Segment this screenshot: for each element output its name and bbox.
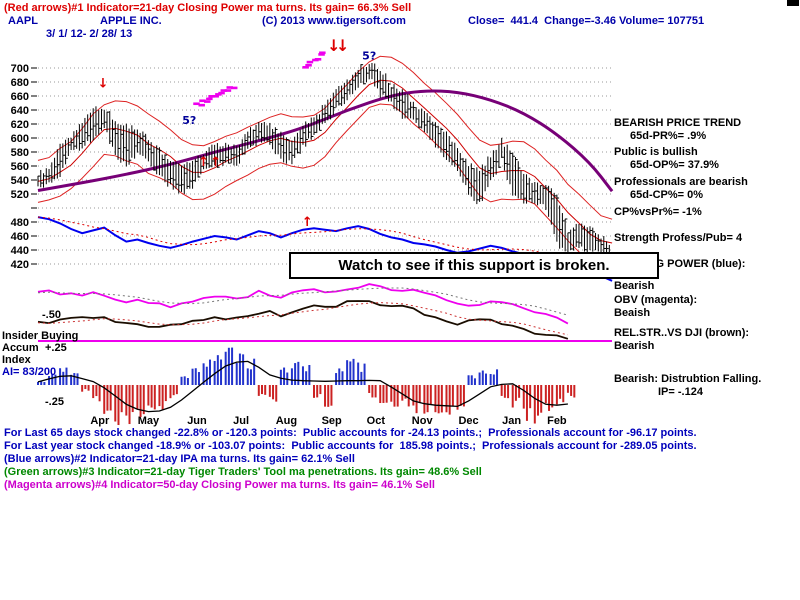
pr-percent-line: 65d-PR%= .9% [630, 130, 707, 142]
footer-line-65days: For Last 65 days stock changed -22.8% or… [4, 427, 697, 439]
relstr-state: Bearish [614, 340, 655, 352]
svg-text:Jul: Jul [233, 415, 249, 427]
strength-line: Strength Profess/Pub= 4 [614, 232, 743, 244]
svg-text:480: 480 [11, 217, 29, 229]
svg-text:620: 620 [11, 119, 29, 131]
svg-text:420: 420 [11, 259, 29, 271]
copyright-label: (C) 2013 www.tigersoft.com [262, 15, 406, 27]
indicator1-legend: (Red arrows)#1 Indicator=21-day Closing … [4, 2, 412, 14]
svg-text:Jun: Jun [187, 415, 207, 427]
svg-text:↑: ↑ [302, 215, 313, 230]
svg-text:↑: ↑ [198, 155, 209, 170]
index-label: Index [2, 354, 31, 366]
company-name: APPLE INC. [100, 15, 162, 27]
svg-text:Oct: Oct [367, 415, 386, 427]
support-note-box: Watch to see if this support is broken. [289, 252, 659, 279]
quote-summary: Close= 441.4 Change=-3.46 Volume= 107751 [468, 15, 705, 27]
svg-text:540: 540 [11, 175, 29, 187]
svg-text:640: 640 [11, 105, 29, 117]
svg-text:5?: 5? [182, 114, 196, 127]
footer-line-magenta: (Magenta arrows)#4 Indicator=50-day Clos… [4, 479, 435, 491]
svg-text:↑: ↑ [210, 155, 221, 170]
support-note-text: Watch to see if this support is broken. [338, 257, 610, 274]
svg-text:↓: ↓ [336, 36, 349, 55]
obv-label: OBV (magenta): [614, 294, 698, 306]
svg-text:460: 460 [11, 231, 29, 243]
footer-line-green: (Green arrows)#3 Indicator=21-day Tiger … [4, 466, 482, 478]
op-percent-line: 65d-OP%= 37.9% [630, 159, 719, 171]
ip-line: IP= -.124 [658, 386, 703, 398]
closing-power-state: Bearish [614, 280, 655, 292]
svg-text:↓: ↓ [98, 77, 109, 92]
ai-ratio-label: AI= 83/200 [2, 366, 57, 378]
svg-text:440: 440 [11, 245, 29, 257]
cp-percent-line: 65d-CP%= 0% [630, 189, 704, 201]
svg-text:Nov: Nov [412, 415, 434, 427]
svg-text:680: 680 [11, 77, 29, 89]
svg-text:5?: 5? [362, 50, 376, 63]
svg-text:Dec: Dec [458, 415, 478, 427]
minus-25-label: -.25 [45, 396, 64, 408]
svg-text:Feb: Feb [547, 415, 567, 427]
svg-text:May: May [138, 415, 160, 427]
svg-text:Apr: Apr [90, 415, 110, 427]
plus-25-label: +.25 [45, 342, 67, 354]
svg-text:Sep: Sep [322, 415, 342, 427]
svg-text:Aug: Aug [276, 415, 297, 427]
svg-text:600: 600 [11, 133, 29, 145]
svg-text:520: 520 [11, 189, 29, 201]
public-line: Public is bullish [614, 146, 698, 158]
insider-buying-label: Insider Buying [2, 330, 79, 342]
svg-text:660: 660 [11, 91, 29, 103]
footer-line-blue: (Blue arrows)#2 Indicator=21-day IPA ma … [4, 453, 355, 465]
obv-state: Beaish [614, 307, 651, 319]
svg-text:700: 700 [11, 63, 29, 75]
accum-label: Accum [2, 342, 39, 354]
professionals-line: Professionals are bearish [614, 176, 748, 188]
svg-text:↓: ↓ [327, 36, 340, 55]
distribution-line: Bearish: Distrubtion Falling. [614, 373, 762, 385]
relstr-label: REL.STR..VS DJI (brown): [614, 327, 750, 339]
date-range: 3/ 1/ 12- 2/ 28/ 13 [46, 28, 133, 40]
cp-vs-pr-line: CP%vsPr%= -1% [614, 206, 702, 218]
svg-text:560: 560 [11, 161, 29, 173]
trend-title: BEARISH PRICE TREND [614, 117, 742, 129]
minus-50-label: -.50 [42, 309, 61, 321]
ticker-symbol: AAPL [8, 15, 38, 27]
corner-mark [787, 0, 799, 6]
footer-line-year: For Last year stock changed -18.9% or -1… [4, 440, 697, 452]
svg-text:580: 580 [11, 147, 29, 159]
svg-text:Jan: Jan [502, 415, 521, 427]
